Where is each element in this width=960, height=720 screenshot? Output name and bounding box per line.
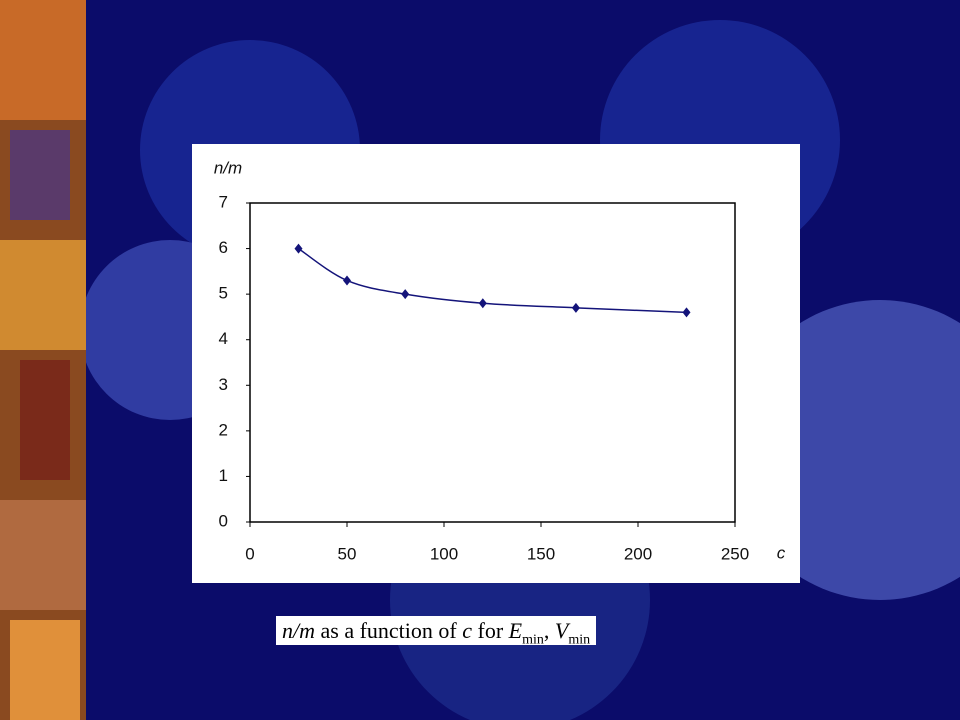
left-strip — [0, 0, 86, 720]
y-tick-label: 4 — [219, 329, 228, 348]
caption-text: E — [508, 618, 523, 643]
caption-text: c — [462, 618, 472, 643]
y-tick-label: 3 — [219, 375, 228, 394]
caption-text: as a function of — [315, 618, 463, 643]
caption-text: min — [568, 632, 591, 648]
y-tick-label: 5 — [219, 284, 228, 303]
x-tick-label: 200 — [624, 544, 652, 563]
data-point — [343, 275, 351, 286]
y-tick-label: 6 — [219, 238, 228, 257]
plot-frame — [249, 202, 736, 523]
x-tick-label: 0 — [245, 544, 254, 563]
data-point — [401, 289, 410, 300]
x-tick-label: 100 — [430, 544, 458, 563]
chart: n/m c 0 1 2 3 4 5 6 7 0 50 100 150 200 250 — [214, 158, 786, 563]
x-tick-label: 150 — [527, 544, 555, 563]
x-axis-label: c — [777, 543, 786, 562]
data-point — [571, 302, 580, 313]
data-point — [682, 307, 691, 318]
y-tick-label: 1 — [219, 466, 228, 485]
x-tick-label: 50 — [338, 544, 357, 563]
chart-panel — [192, 144, 800, 583]
caption-text: , — [543, 618, 555, 643]
y-tick-label: 2 — [219, 420, 228, 439]
y-tick-label: 7 — [219, 192, 228, 211]
data-point — [478, 298, 487, 309]
y-axis-label: n/m — [214, 158, 242, 177]
y-tick-label: 0 — [219, 511, 228, 530]
x-tick-label: 250 — [721, 544, 749, 563]
data-point — [294, 243, 303, 254]
caption-text: for — [472, 618, 509, 643]
caption-text: n/m — [282, 618, 315, 643]
caption-text: min — [522, 632, 544, 648]
caption: n/m as a function of c for Emin, Vmin — [276, 616, 597, 648]
caption-text: V — [554, 618, 569, 643]
